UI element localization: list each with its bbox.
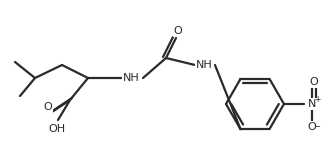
Text: O: O xyxy=(310,77,318,87)
Text: O: O xyxy=(174,26,182,36)
Text: OH: OH xyxy=(48,124,65,134)
Text: +: + xyxy=(314,95,320,104)
Text: O: O xyxy=(308,122,316,132)
Text: −: − xyxy=(314,122,321,131)
Text: NH: NH xyxy=(196,60,212,70)
Text: N: N xyxy=(308,99,316,109)
Text: O: O xyxy=(44,102,52,112)
Text: NH: NH xyxy=(123,73,139,83)
